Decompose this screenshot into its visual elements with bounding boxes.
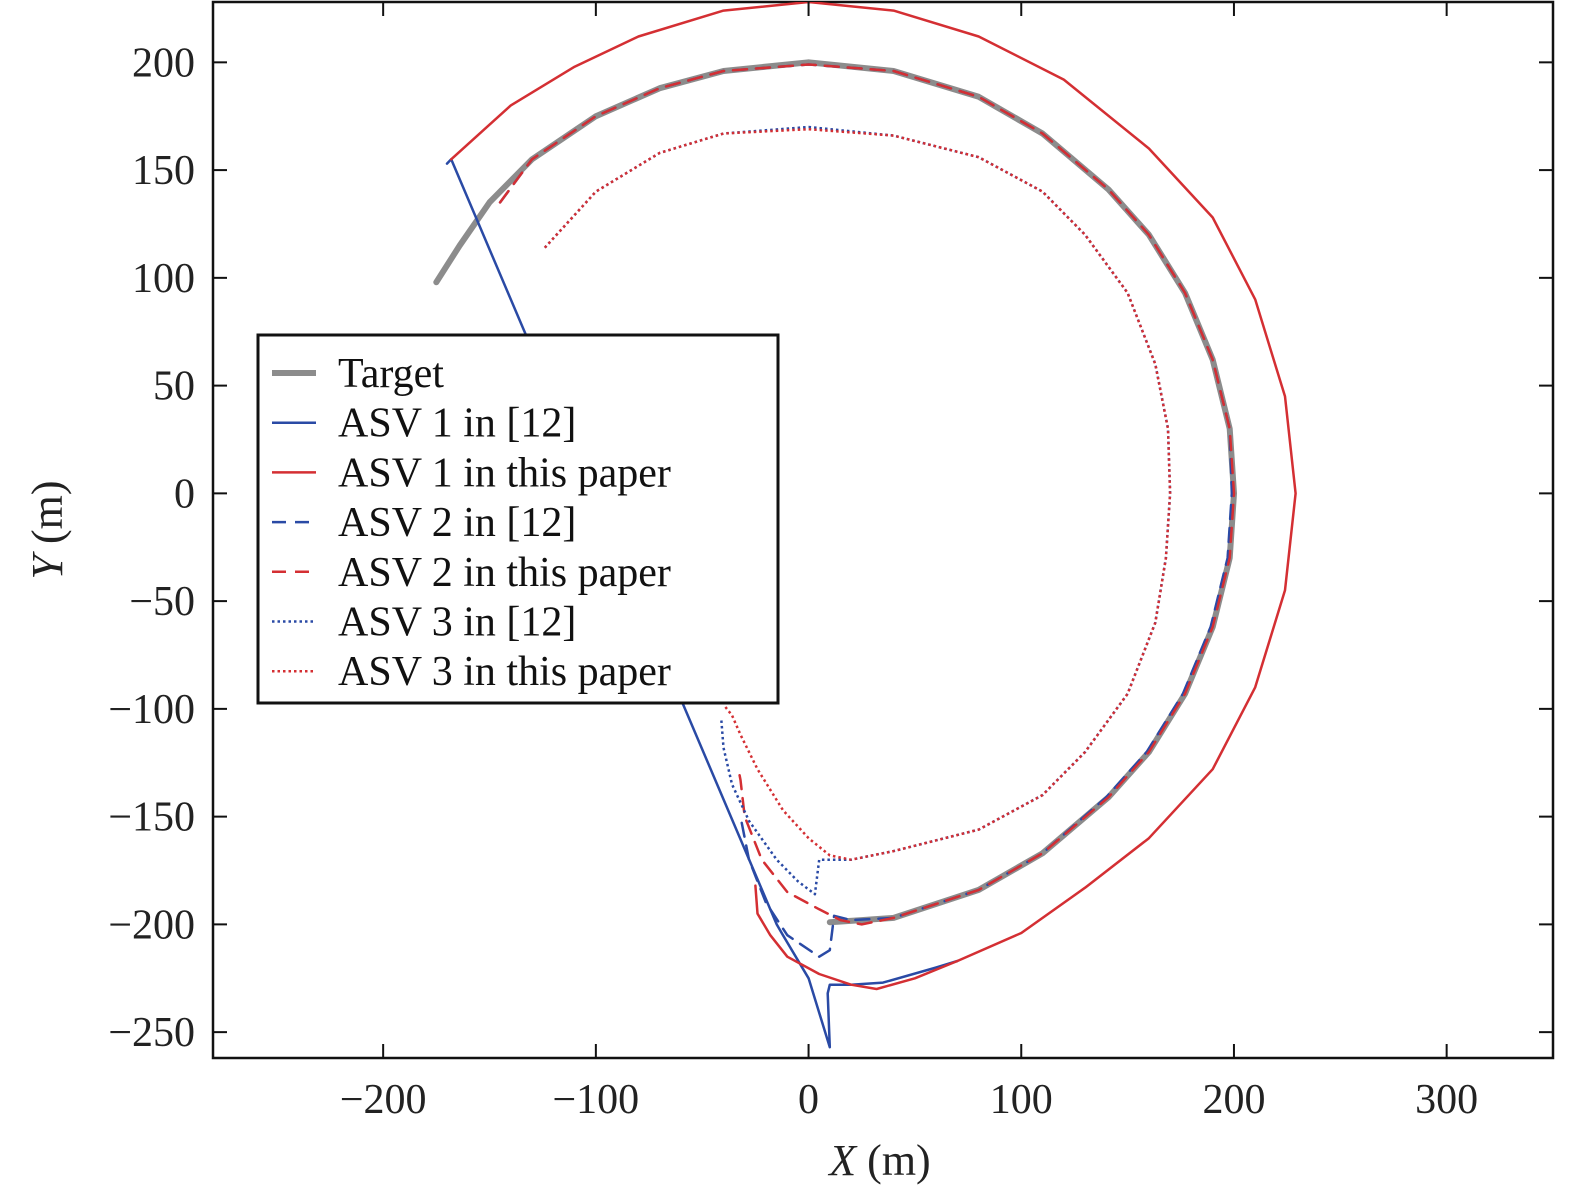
series-line-3 — [449, 2, 1297, 991]
y-tick-label: 200 — [132, 40, 195, 86]
y-tick-label: −150 — [108, 795, 195, 841]
legend-label-3: ASV 1 in this paper — [338, 450, 671, 496]
x-tick-label: 0 — [798, 1077, 819, 1123]
y-tick-label: 150 — [132, 148, 195, 194]
legend-label-6: ASV 3 in [12] — [338, 600, 576, 646]
x-tick-label: 300 — [1415, 1077, 1478, 1123]
y-tick-label: 50 — [153, 364, 195, 410]
legend-label-4: ASV 2 in [12] — [338, 500, 576, 546]
y-tick-label: −50 — [129, 579, 195, 625]
x-tick-label: 100 — [990, 1077, 1053, 1123]
y-tick-label: −200 — [108, 902, 195, 948]
y-tick-label: 100 — [132, 256, 195, 302]
x-tick-label: −100 — [553, 1077, 640, 1123]
x-tick-label: 200 — [1202, 1077, 1265, 1123]
y-tick-label: −250 — [108, 1010, 195, 1056]
series-line-5 — [498, 63, 1236, 926]
legend-label-7: ASV 3 in this paper — [338, 649, 671, 695]
y-tick-label: 0 — [174, 471, 195, 517]
legend-label-1: Target — [338, 351, 444, 397]
legend-label-5: ASV 2 in this paper — [338, 550, 671, 596]
legend-box — [256, 333, 780, 705]
legend-label-2: ASV 1 in [12] — [338, 401, 576, 447]
series-line-2 — [445, 158, 959, 1049]
x-tick-label: −200 — [340, 1077, 427, 1123]
y-tick-label: −100 — [108, 687, 195, 733]
series-line-7 — [543, 127, 1172, 861]
x-axis-title: X (m) — [827, 1136, 930, 1185]
plot-frame — [211, 0, 1555, 1060]
y-axis-title: Y (m) — [23, 480, 72, 579]
